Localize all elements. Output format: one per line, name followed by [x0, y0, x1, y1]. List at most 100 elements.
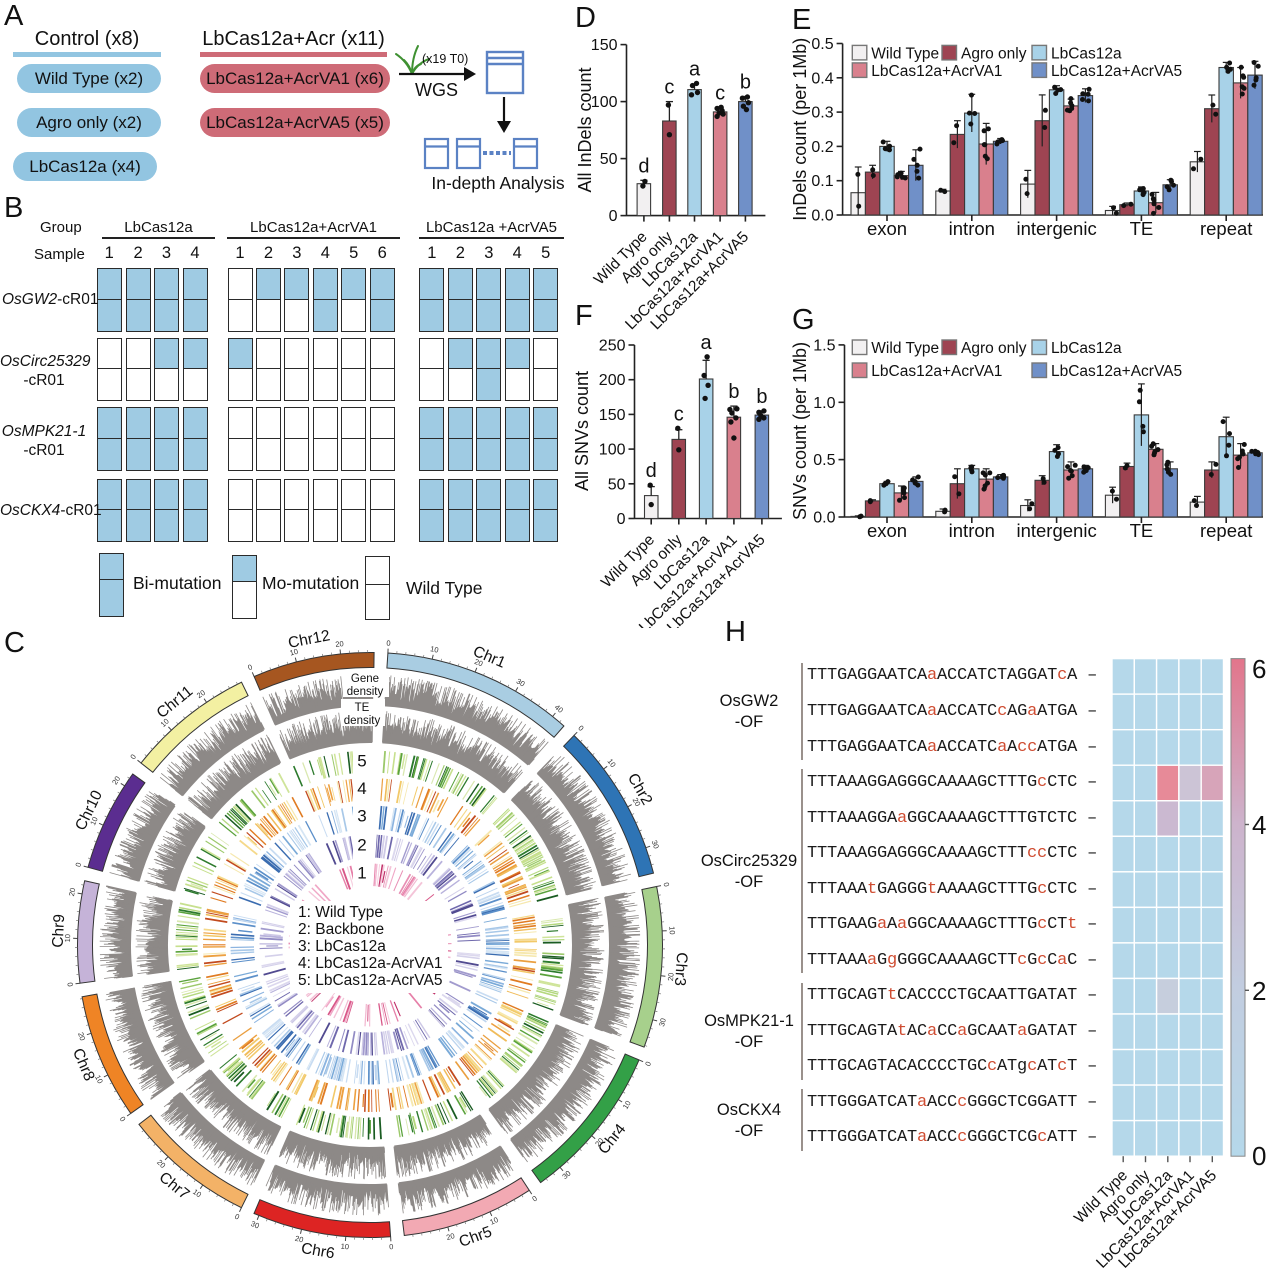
svg-text:TE: TE — [1130, 218, 1154, 239]
svg-text:Gene: Gene — [351, 673, 379, 685]
svg-text:All SNVs count: All SNVs count — [575, 371, 592, 491]
svg-text:Agro only: Agro only — [961, 45, 1027, 62]
svg-text:c: c — [664, 77, 674, 99]
svg-text:30: 30 — [657, 1017, 668, 1027]
svg-text:0: 0 — [662, 882, 672, 888]
svg-text:exon: exon — [867, 218, 907, 239]
svg-text:Wild Type: Wild Type — [871, 340, 939, 357]
svg-text:10: 10 — [667, 926, 676, 935]
svg-text:20: 20 — [445, 1231, 455, 1242]
svg-text:0.0: 0.0 — [811, 208, 833, 225]
svg-text:0: 0 — [128, 752, 138, 761]
svg-text:5: LbCas12a-AcrVA5: 5: LbCas12a-AcrVA5 — [298, 972, 442, 989]
svg-text:0.1: 0.1 — [811, 173, 833, 190]
svg-text:3: LbCas12a: 3: LbCas12a — [298, 938, 386, 955]
svg-text:D: D — [575, 2, 596, 34]
svg-text:0: 0 — [386, 638, 391, 647]
svg-text:SNVs count (per 1Mb): SNVs count (per 1Mb) — [790, 342, 810, 520]
svg-text:2: 2 — [357, 836, 366, 855]
svg-text:0: 0 — [1252, 1141, 1266, 1171]
svg-text:1.0: 1.0 — [813, 395, 835, 412]
svg-text:20: 20 — [110, 774, 122, 786]
svg-text:G: G — [792, 304, 815, 336]
svg-text:20: 20 — [67, 887, 77, 897]
svg-text:0.0: 0.0 — [813, 510, 835, 527]
svg-text:30: 30 — [250, 1219, 261, 1230]
svg-text:150: 150 — [599, 407, 626, 424]
svg-text:50: 50 — [600, 151, 618, 168]
svg-text:LbCas12a: LbCas12a — [1051, 340, 1122, 357]
svg-text:exon: exon — [867, 520, 907, 541]
svg-text:20: 20 — [631, 796, 643, 808]
svg-text:0: 0 — [118, 1115, 128, 1124]
svg-text:1.5: 1.5 — [813, 337, 835, 354]
svg-text:0.5: 0.5 — [813, 452, 835, 469]
svg-text:b: b — [740, 72, 751, 94]
svg-text:1: 1 — [357, 864, 366, 883]
svg-text:3: 3 — [357, 807, 366, 826]
svg-text:density: density — [347, 686, 384, 698]
svg-text:0: 0 — [609, 208, 618, 225]
svg-text:Agro only: Agro only — [961, 340, 1027, 357]
svg-text:20: 20 — [473, 657, 484, 668]
svg-text:20: 20 — [195, 688, 207, 700]
svg-text:LbCas12a+AcrVA5: LbCas12a+AcrVA5 — [1051, 363, 1182, 380]
svg-text:c: c — [715, 82, 725, 104]
svg-text:30: 30 — [650, 839, 661, 850]
svg-text:30: 30 — [515, 677, 527, 689]
svg-text:density: density — [344, 715, 381, 727]
svg-text:Wild Type: Wild Type — [871, 45, 939, 62]
svg-text:10: 10 — [340, 1242, 349, 1252]
svg-text:0: 0 — [246, 662, 253, 672]
svg-text:0: 0 — [65, 982, 74, 987]
svg-text:d: d — [646, 460, 657, 482]
svg-text:10: 10 — [488, 1215, 499, 1227]
svg-text:1: Wild Type: 1: Wild Type — [298, 904, 383, 921]
svg-text:intergenic: intergenic — [1016, 520, 1096, 541]
svg-text:250: 250 — [599, 338, 626, 355]
svg-text:10: 10 — [63, 934, 72, 942]
svg-text:0: 0 — [530, 1194, 538, 1204]
svg-text:20: 20 — [76, 1031, 87, 1042]
svg-text:LbCas12a: LbCas12a — [1051, 45, 1122, 62]
svg-text:20: 20 — [335, 639, 344, 649]
svg-text:0: 0 — [74, 862, 84, 868]
svg-text:150: 150 — [591, 37, 618, 54]
svg-text:Chr9: Chr9 — [50, 914, 69, 948]
svg-text:repeat: repeat — [1200, 520, 1252, 541]
svg-text:intergenic: intergenic — [1016, 218, 1096, 239]
svg-text:2: 2 — [1252, 976, 1266, 1006]
svg-text:F: F — [575, 300, 593, 332]
svg-text:20: 20 — [294, 1234, 304, 1245]
svg-text:0: 0 — [576, 724, 585, 733]
svg-text:0.4: 0.4 — [811, 70, 833, 87]
svg-text:TE: TE — [355, 702, 370, 714]
svg-text:d: d — [638, 155, 649, 177]
svg-text:0.2: 0.2 — [811, 139, 833, 156]
svg-text:LbCas12a+AcrVA1: LbCas12a+AcrVA1 — [871, 363, 1002, 380]
svg-text:20: 20 — [666, 972, 676, 981]
svg-text:10: 10 — [429, 644, 439, 655]
svg-text:c: c — [674, 403, 684, 425]
svg-text:LbCas12a+AcrVA1: LbCas12a+AcrVA1 — [871, 63, 1002, 80]
svg-text:100: 100 — [591, 94, 618, 111]
svg-text:10: 10 — [621, 1099, 633, 1111]
svg-text:10: 10 — [88, 815, 100, 826]
svg-text:4: 4 — [357, 779, 366, 798]
svg-text:10: 10 — [191, 1187, 203, 1199]
svg-text:repeat: repeat — [1200, 218, 1252, 239]
svg-text:0: 0 — [233, 1212, 241, 1222]
svg-text:b: b — [728, 381, 739, 403]
svg-text:0.3: 0.3 — [811, 105, 833, 122]
svg-text:All InDels count: All InDels count — [575, 67, 595, 192]
svg-text:200: 200 — [599, 372, 626, 389]
svg-text:100: 100 — [599, 442, 626, 459]
svg-text:TE: TE — [1130, 520, 1154, 541]
svg-text:b: b — [756, 386, 767, 408]
svg-text:(x19 T0): (x19 T0) — [422, 52, 468, 66]
svg-text:5: 5 — [357, 752, 366, 771]
svg-text:Chr3: Chr3 — [671, 952, 690, 987]
svg-text:0.5: 0.5 — [811, 36, 833, 53]
svg-text:LbCas12a+AcrVA5: LbCas12a+AcrVA5 — [1051, 63, 1182, 80]
svg-text:4: LbCas12a-AcrVA1: 4: LbCas12a-AcrVA1 — [298, 955, 442, 972]
